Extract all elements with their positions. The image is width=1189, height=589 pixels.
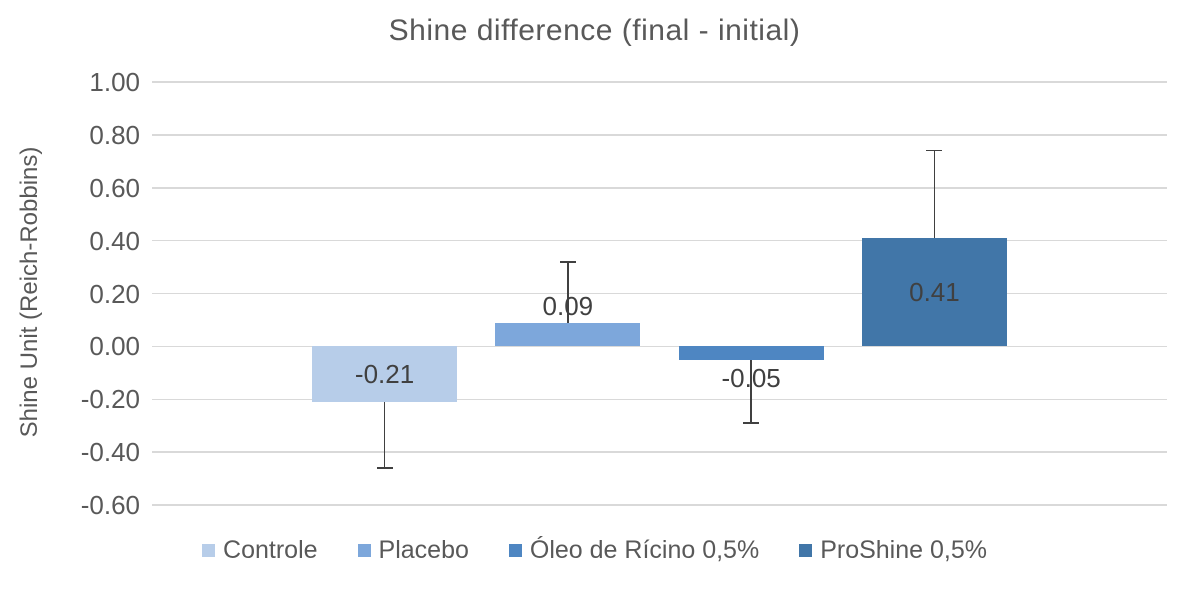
- bar-value-label: 0.41: [909, 277, 960, 308]
- gridline: [152, 504, 1167, 506]
- bar-value-label: 0.09: [542, 290, 594, 321]
- gridline: [152, 345, 1167, 348]
- gridline: [152, 239, 1167, 242]
- bar-3: [678, 346, 824, 360]
- legend-item-1: Controle: [202, 536, 318, 565]
- legend-marker-icon: [202, 544, 216, 557]
- bar-value-label: -0.21: [354, 359, 415, 390]
- error-bar: [383, 401, 386, 468]
- y-tick-label: 1.00: [89, 67, 140, 97]
- gridline: [152, 292, 1167, 295]
- legend-item-3: Óleo de Rícino 0,5%: [508, 536, 760, 565]
- error-bar-cap: [743, 422, 760, 424]
- y-tick-label: 0.40: [89, 225, 140, 256]
- y-tick-label: 0.80: [89, 119, 140, 150]
- y-tick-label: -0.20: [80, 384, 140, 415]
- legend-label: Placebo: [378, 536, 469, 564]
- y-tick-label: 0.20: [89, 278, 140, 309]
- bar-1: [312, 346, 458, 402]
- y-tick-label: 0.00: [89, 331, 140, 362]
- y-axis-title: Shine Unit (Reich-Robbins): [16, 146, 43, 438]
- error-bar: [750, 359, 752, 424]
- error-bar-cap: [559, 261, 576, 263]
- bar-2: [495, 322, 641, 347]
- error-bar: [567, 261, 569, 323]
- error-bar-cap: [376, 467, 393, 469]
- legend-item-4: ProShine 0,5%: [799, 536, 987, 565]
- legend-label: ProShine 0,5%: [820, 536, 987, 564]
- legend-item-2: Placebo: [357, 536, 469, 565]
- gridline: [152, 81, 1167, 83]
- gridline: [152, 451, 1167, 453]
- legend: Controle Placebo Óleo de Rícino 0,5% ProShi…: [0, 536, 1189, 565]
- legend-label: Controle: [223, 536, 318, 564]
- legend-marker-icon: [508, 544, 522, 557]
- error-bar-cap: [926, 149, 943, 152]
- error-bar: [933, 150, 936, 238]
- bar-value-label: -0.05: [721, 362, 781, 393]
- gridline: [152, 187, 1167, 189]
- legend-marker-icon: [357, 544, 371, 557]
- legend-label: Óleo de Rícino 0,5%: [529, 536, 760, 564]
- legend-marker-icon: [799, 544, 813, 557]
- bar-4: [861, 237, 1007, 347]
- y-tick-label: 0.60: [89, 172, 140, 203]
- gridline: [152, 398, 1167, 400]
- y-tick-label: -0.60: [80, 490, 140, 520]
- chart-title: Shine difference (final - initial): [388, 14, 801, 47]
- gridline: [152, 134, 1167, 136]
- y-tick-label: -0.40: [80, 437, 140, 468]
